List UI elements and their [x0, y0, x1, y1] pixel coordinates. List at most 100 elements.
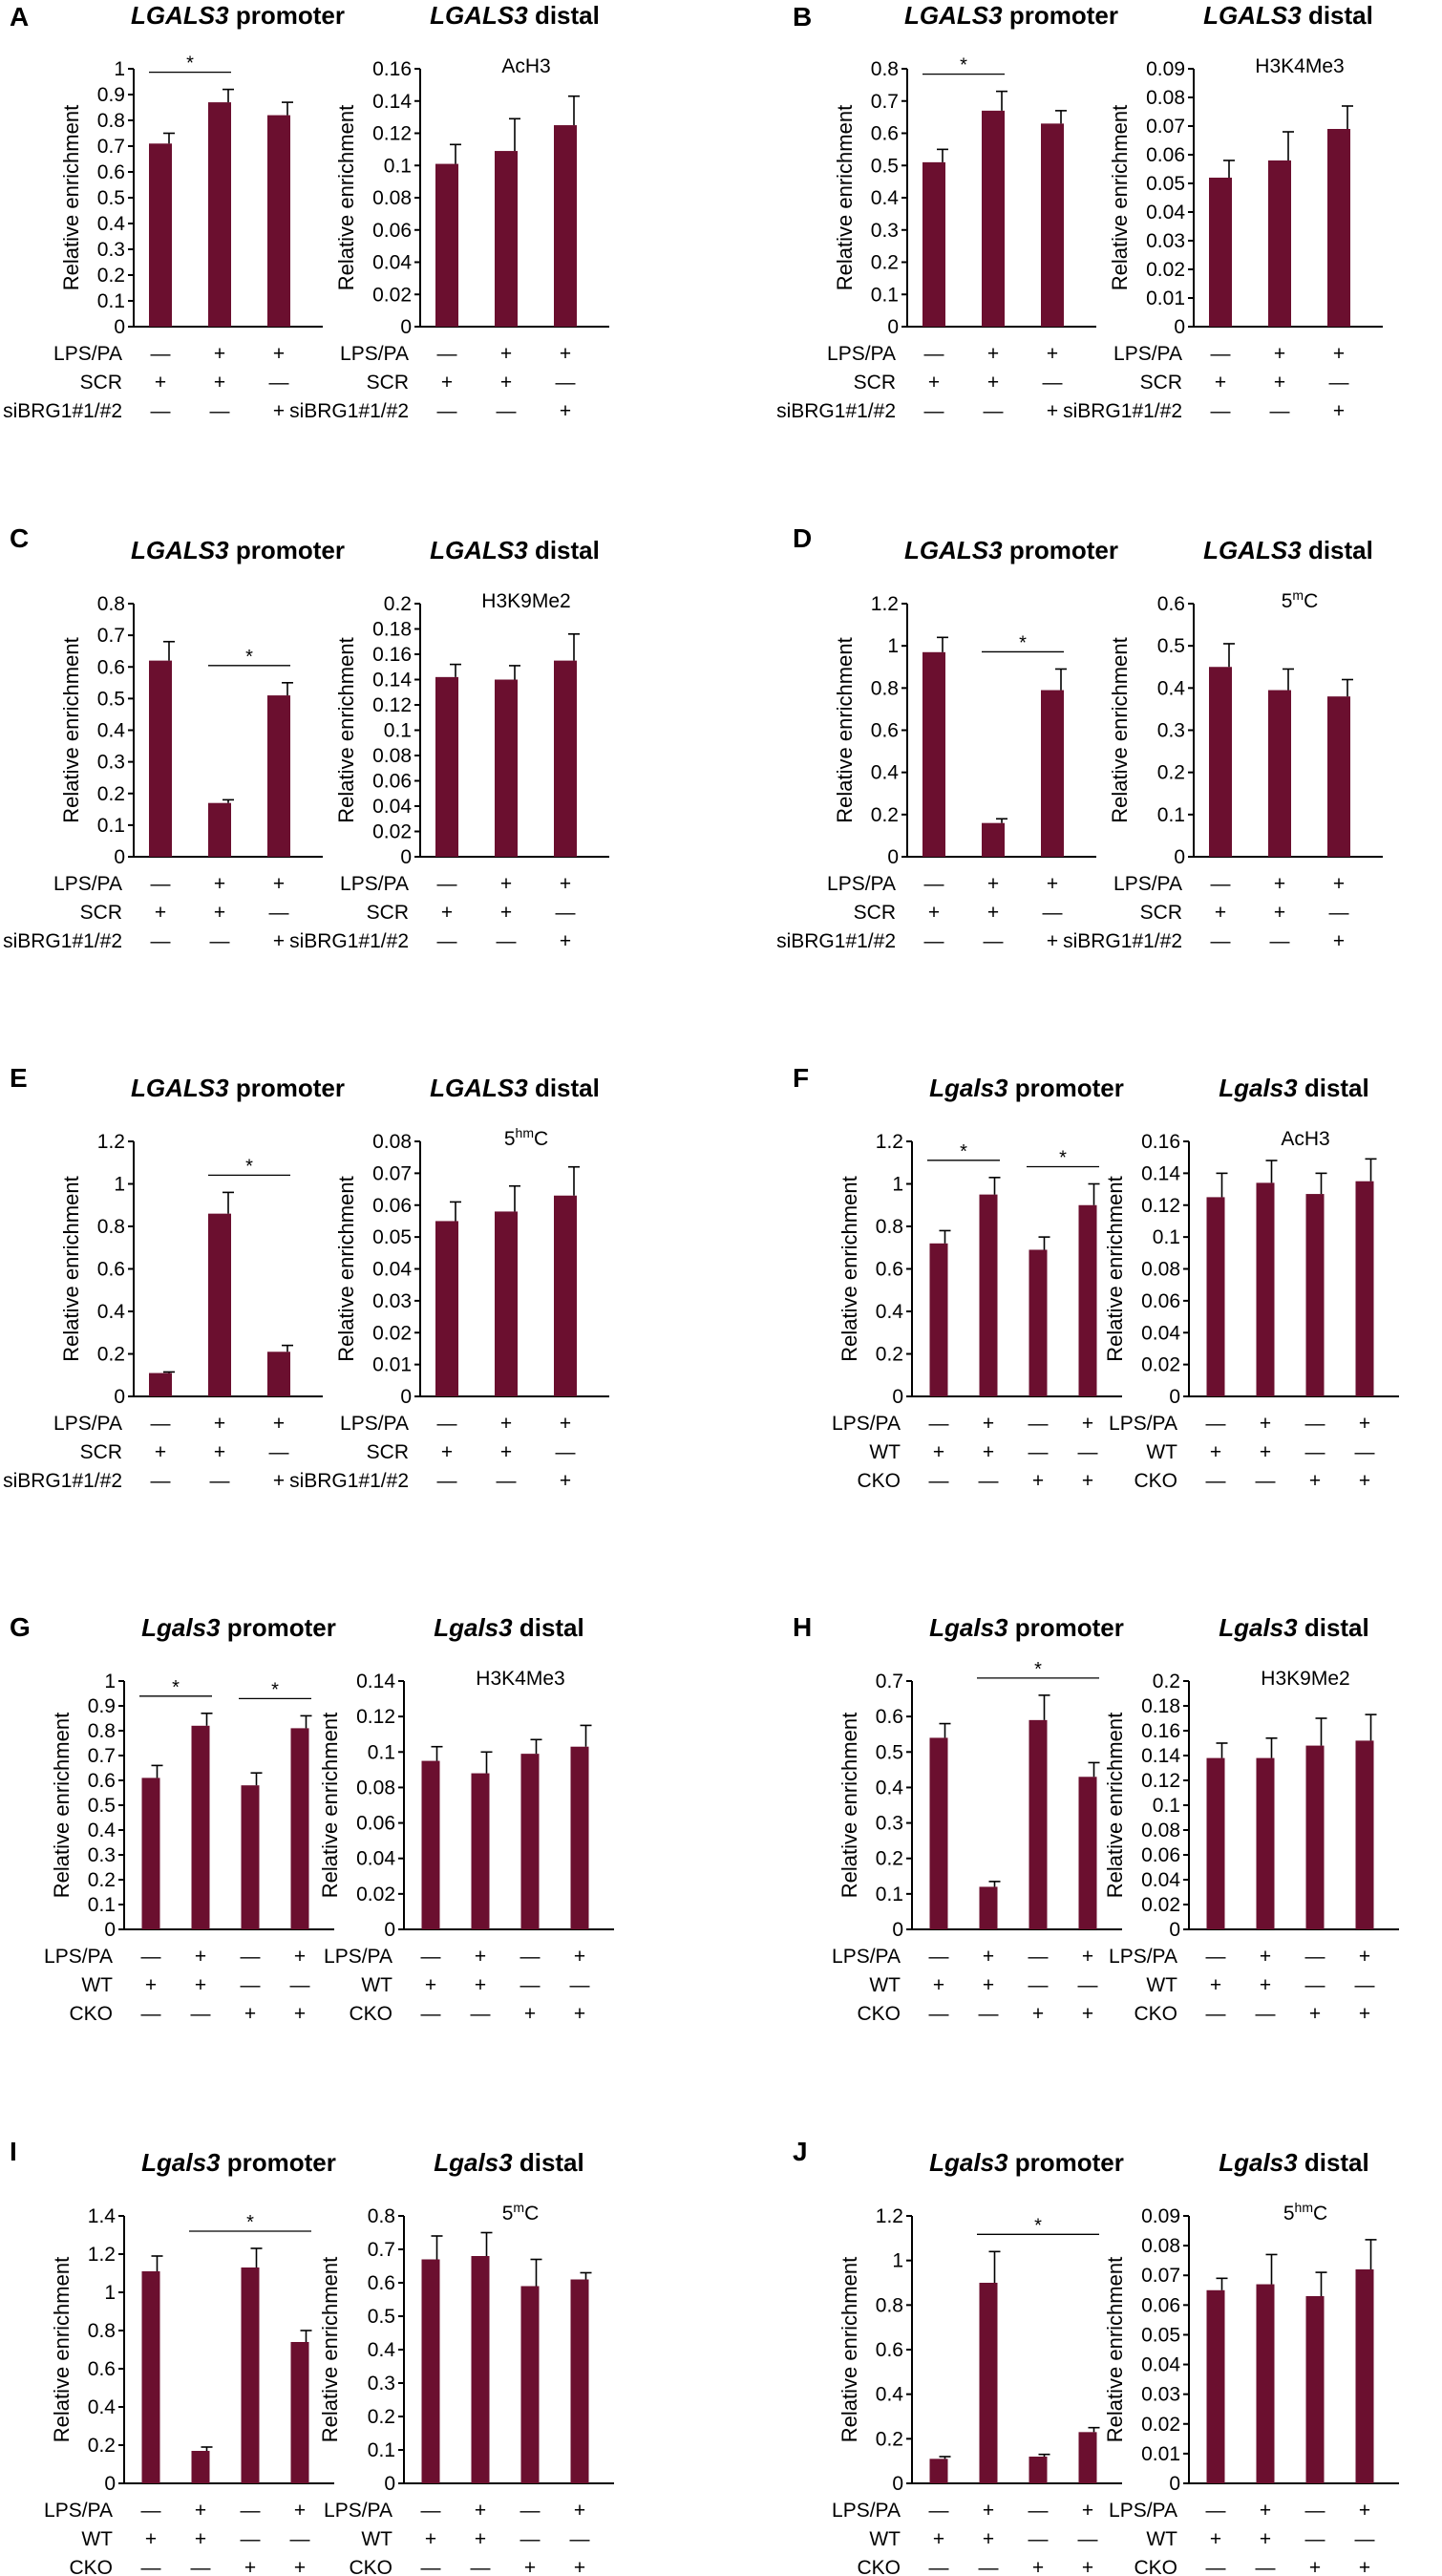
condition-label: WT [361, 1974, 392, 1996]
y-tick-label: 0.09 [1146, 58, 1185, 80]
condition-label: siBRG1#1/#2 [289, 400, 409, 422]
y-tick-label: 0.03 [1141, 2384, 1180, 2406]
y-tick-label: 0.02 [372, 284, 412, 306]
bar [1206, 1757, 1225, 1929]
condition-plus: + [1309, 2003, 1321, 2025]
chart-title: LGALS3 promoter [131, 1, 345, 30]
condition-minus: — [421, 2003, 441, 2025]
y-tick-label: 0.2 [876, 1344, 903, 1366]
bar [554, 125, 577, 327]
y-tick-label: 0.14 [372, 91, 412, 113]
condition-label: LPS/PA [832, 2500, 901, 2522]
y-tick-label: 0.14 [372, 670, 412, 692]
condition-minus: — [1329, 902, 1349, 924]
condition-plus: + [244, 2003, 256, 2025]
condition-minus: — [437, 1470, 457, 1492]
condition-minus: — [979, 2003, 999, 2025]
bar [267, 695, 290, 857]
condition-plus: + [195, 1946, 206, 1968]
y-tick-label: 1 [887, 635, 899, 657]
condition-minus: — [1305, 2500, 1325, 2522]
chart-title: Lgals3 promoter [929, 2148, 1124, 2177]
bar [1028, 1249, 1048, 1396]
condition-plus: + [1359, 2003, 1370, 2025]
y-tick-label: 0.08 [1141, 2235, 1180, 2257]
y-tick-label: 0.14 [1141, 1745, 1180, 1767]
chart-title: LGALS3 promoter [904, 1, 1118, 30]
y-tick-label: 0.6 [88, 2358, 116, 2380]
bar [1268, 690, 1291, 857]
mark-annotation: AcH3 [1281, 1128, 1329, 1150]
condition-plus: + [155, 902, 166, 924]
mark-annotation: AcH3 [501, 55, 550, 77]
y-tick-label: 0.1 [384, 720, 412, 742]
bar [141, 2271, 160, 2483]
y-tick-label: 0.09 [1141, 2205, 1180, 2227]
condition-plus: + [145, 2528, 157, 2550]
y-tick-label: 0.1 [88, 1894, 116, 1916]
condition-plus: + [983, 2500, 994, 2522]
condition-minus: — [151, 873, 171, 895]
condition-label: LPS/PA [827, 343, 896, 365]
condition-plus: + [294, 2500, 306, 2522]
condition-plus: + [475, 1974, 486, 1996]
mark-annotation: H3K9Me2 [481, 590, 570, 612]
condition-plus: + [1047, 930, 1058, 952]
bar [1256, 2284, 1275, 2483]
bar [1355, 2269, 1374, 2483]
y-tick-label: 0.03 [1146, 230, 1185, 252]
y-tick-label: 0.8 [871, 58, 899, 80]
significance-star: * [960, 1141, 967, 1162]
condition-plus: + [1082, 1413, 1093, 1435]
y-tick-label: 0.3 [1157, 720, 1185, 742]
condition-plus: + [1215, 372, 1226, 394]
panel-letter: G [10, 1612, 31, 1642]
bar [1305, 2296, 1325, 2483]
bar [1028, 1719, 1048, 1929]
bar [1078, 1204, 1097, 1396]
condition-plus: + [1260, 1441, 1271, 1463]
condition-minus: — [929, 2500, 949, 2522]
bar [1268, 160, 1291, 327]
condition-minus: — [1028, 1946, 1049, 1968]
condition-label: LPS/PA [53, 873, 122, 895]
bar [290, 1728, 309, 1929]
condition-plus: + [1359, 2557, 1370, 2576]
y-tick-label: 0.7 [871, 91, 899, 113]
condition-minus: — [556, 1441, 576, 1463]
condition-plus: + [500, 1413, 512, 1435]
y-tick-label: 0 [892, 2473, 903, 2495]
y-tick-label: 0.06 [1141, 1290, 1180, 1312]
chart-title: LGALS3 distal [430, 1074, 600, 1102]
y-tick-label: 0 [887, 316, 899, 338]
condition-label: CKO [1134, 2003, 1177, 2025]
chart-title: LGALS3 distal [1203, 1, 1373, 30]
condition-label: LPS/PA [827, 873, 896, 895]
chart-7-promoter: G Lgals3 promoter 0 0.1 0.2 0.30.4 0.5 0.6 0.7 0.… [10, 1612, 336, 2025]
y-tick-label: 0.2 [1153, 1671, 1180, 1692]
condition-plus: + [1260, 2528, 1271, 2550]
y-tick-label: 0.6 [871, 123, 899, 145]
condition-minus: — [1211, 400, 1231, 422]
condition-minus: — [1256, 2557, 1276, 2576]
condition-plus: + [500, 902, 512, 924]
y-tick-label: 0.05 [1141, 2324, 1180, 2346]
y-tick-label: 1 [114, 58, 125, 80]
condition-plus: + [560, 343, 571, 365]
condition-label: CKO [349, 2557, 392, 2576]
condition-minus: — [929, 1413, 949, 1435]
condition-plus: + [294, 2003, 306, 2025]
condition-plus: + [1260, 1413, 1271, 1435]
condition-plus: + [1082, 2557, 1093, 2576]
y-tick-label: 1.2 [97, 1131, 125, 1153]
y-tick-label: 0.01 [1141, 2443, 1180, 2465]
y-tick-label: 0.3 [97, 239, 125, 261]
condition-minus: — [570, 1974, 590, 1996]
mark-annotation: 5hmC [504, 1125, 548, 1150]
chart-1-promoter: A LGALS3 promoter 0 0.1 0.2 0.3 0.4 0.5 0.6 0.7 0.… [3, 1, 345, 422]
y-tick-label: 1.2 [88, 2244, 116, 2266]
y-tick-label: 0.4 [871, 762, 900, 784]
bar [1028, 2457, 1048, 2483]
chart-title: Lgals3 promoter [141, 1613, 336, 1642]
